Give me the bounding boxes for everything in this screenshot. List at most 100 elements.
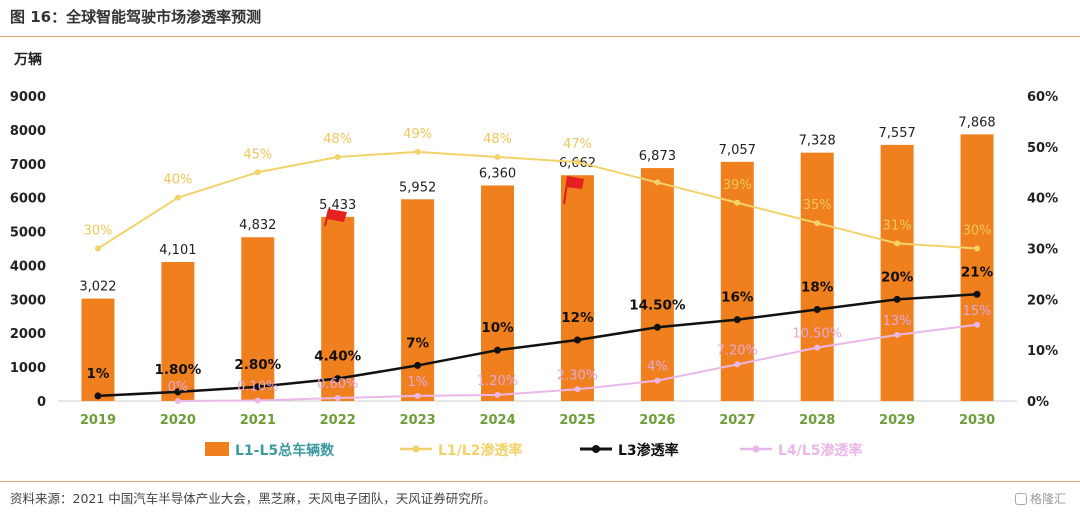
watermark-text: 格隆汇 (1029, 492, 1066, 506)
l4-l5-value-label: 2.30% (557, 368, 598, 383)
bar-value-label: 7,057 (719, 143, 756, 158)
l3-point-2022 (334, 375, 342, 383)
flag-icon-2022 (324, 208, 347, 227)
l3-point-2028 (813, 306, 821, 313)
l4-l5-value-label: 10.50% (792, 327, 842, 342)
flag-markers (324, 175, 584, 227)
l4-l5-value-label: 13% (883, 314, 912, 329)
right-tick-label: 10% (1027, 344, 1058, 359)
l1-l2-value-label: 31% (883, 218, 912, 233)
bar-series (81, 134, 994, 401)
l4-l5-point-2028 (814, 344, 821, 351)
l1-l2-point-2022 (334, 154, 341, 160)
l4-l5-value-label: 0.10% (237, 379, 278, 394)
bar-2025 (560, 175, 594, 401)
l4-l5-point-2023 (414, 392, 421, 399)
l3-value-label: 18% (801, 280, 834, 296)
l1-l2-value-label: 49% (403, 127, 432, 142)
category-label: 2025 (559, 413, 595, 428)
category-label: 2030 (959, 413, 995, 428)
category-label: 2028 (799, 413, 835, 428)
l3-value-label: 1.80% (154, 362, 201, 378)
l3-value-label: 7% (406, 335, 429, 351)
bottom-divider (0, 481, 1080, 482)
source-note: 资料来源：2021 中国汽车半导体产业大会，黑芝麻，天风电子团队，天风证券研究所… (10, 491, 496, 506)
l4-l5-point-2025 (574, 386, 581, 393)
l4-l5-point-2029 (894, 331, 901, 338)
l3-value-label: 16% (721, 290, 754, 306)
category-label: 2019 (80, 413, 116, 428)
bar-value-label: 4,101 (159, 243, 196, 258)
left-tick-label: 8000 (10, 124, 46, 139)
bar-value-label: 6,360 (479, 166, 516, 181)
category-label: 2022 (320, 413, 356, 428)
bar-value-label: 5,952 (399, 180, 436, 195)
l1-l2-point-2021 (254, 169, 261, 176)
l1-l2-value-label: 40% (163, 173, 192, 188)
l1-l2-value-label: 30% (963, 224, 992, 239)
l3-point-2026 (653, 323, 661, 331)
l1-l2-value-label: 47% (563, 137, 592, 152)
left-axis-ticks: 0 1000 2000 3000 4000 5000 6000 7000 8000 9000 (10, 90, 46, 410)
category-label: 2021 (240, 413, 276, 428)
l1-l2-point-2029 (894, 240, 901, 247)
category-label: 2024 (479, 413, 515, 428)
category-label: 2026 (639, 413, 675, 428)
l3-point-2023 (414, 361, 422, 369)
right-tick-label: 0% (1027, 395, 1049, 410)
l3-point-2021 (254, 383, 262, 391)
legend-label: L1/L2渗透率 (438, 442, 522, 459)
l4-l5-point-2027 (734, 361, 741, 368)
top-divider (0, 36, 1080, 37)
l4-l5-point-2022 (334, 394, 341, 401)
legend-l3-marker (592, 445, 600, 453)
l1-l2-value-label: 39% (723, 178, 752, 193)
bar-2029 (880, 144, 914, 401)
bar-2028 (800, 152, 834, 401)
l3-point-2019 (94, 392, 102, 400)
line-series (94, 148, 981, 404)
l1-l2-point-2024 (494, 154, 501, 160)
left-tick-label: 5000 (10, 226, 46, 241)
l1-l2-point-2023 (414, 148, 421, 155)
bar-value-labels: 3,0224,1014,8325,4335,9526,3606,6626,873… (79, 115, 995, 294)
category-label: 2023 (400, 413, 436, 428)
bar-value-label: 4,832 (239, 218, 276, 233)
watermark-logo-icon (1014, 492, 1027, 505)
l3-value-label: 2.80% (234, 357, 281, 373)
l3-point-2029 (893, 295, 901, 303)
l3-value-label: 20% (881, 269, 914, 285)
l3-value-label: 1% (86, 366, 109, 382)
l4-l5-point-2024 (494, 391, 501, 398)
category-axis: 2019 2020 2021 2022 2023 2024 2025 2026 2027 2028… (80, 413, 995, 428)
l1-l2-line (97, 150, 978, 250)
right-axis-ticks: 0% 10% 20% 30% 40% 50% 60% (1027, 90, 1058, 410)
l3-value-label: 14.50% (629, 297, 686, 313)
left-tick-label: 3000 (10, 293, 46, 308)
legend: L1-L5总车辆数 L1/L2渗透率 L3渗透率 L4/L5渗透率 (205, 442, 862, 459)
l3-point-2024 (494, 346, 502, 354)
l1-l2-point-2026 (654, 179, 661, 186)
l3-value-label: 21% (961, 264, 994, 280)
l4-l5-point-2026 (654, 377, 661, 384)
l3-value-label: 12% (561, 310, 594, 326)
bar-value-label: 6,873 (639, 149, 676, 164)
l3-point-2020 (174, 388, 182, 396)
bar-2021 (241, 237, 275, 401)
l4-l5-value-label: 1% (407, 375, 428, 390)
right-tick-label: 50% (1027, 141, 1058, 156)
l1-l2-point-2027 (734, 199, 741, 206)
l1-l2-point-2019 (94, 245, 101, 252)
legend-l4-l5-marker (752, 445, 760, 453)
bar-value-label: 7,868 (958, 115, 995, 130)
bar-2030 (960, 134, 994, 401)
l1-l2-value-label: 45% (243, 147, 272, 162)
figure-title: 图 16：全球智能驾驶市场渗透率预测 (10, 8, 262, 26)
l1-l2-point-2025 (574, 159, 581, 166)
right-tick-label: 40% (1027, 192, 1058, 207)
left-tick-label: 9000 (10, 90, 46, 105)
right-tick-label: 30% (1027, 243, 1058, 258)
l4-l5-value-label: 1.20% (477, 374, 518, 389)
bar-2023 (401, 199, 435, 401)
line-value-labels: 30% 40% 45% 48% 49% 48% 47% 39% 35% 31% 30% 1% 1.80%… (84, 127, 994, 395)
